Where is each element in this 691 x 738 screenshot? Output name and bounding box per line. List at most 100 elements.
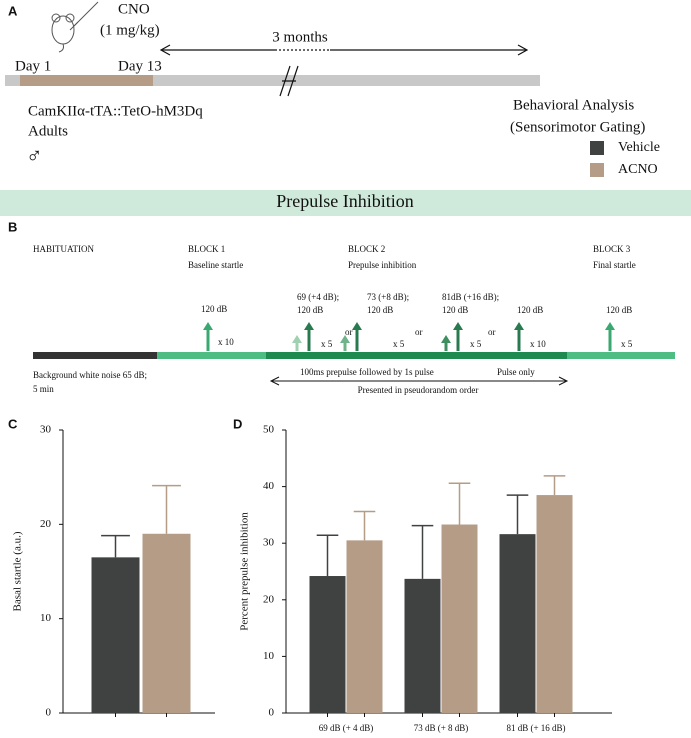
repeat-label: x 5 xyxy=(393,339,405,349)
block-bar xyxy=(266,352,567,359)
pulse-label: 120 dB xyxy=(367,305,393,315)
arrow-shaft xyxy=(608,328,612,351)
pulse-label: 120 dB xyxy=(442,305,468,315)
treatment-period xyxy=(20,75,153,86)
legend-label: ACNO xyxy=(618,162,658,177)
background-note: Background white noise 65 dB; xyxy=(33,370,147,380)
arrow-head xyxy=(605,322,615,330)
prepulse-label: 81dB (+16 dB); xyxy=(442,292,499,302)
legend-swatch xyxy=(590,141,604,155)
y-tick-label: 20 xyxy=(263,593,275,605)
bar xyxy=(441,524,478,713)
arrow-head xyxy=(340,335,350,343)
arrow-head xyxy=(304,322,314,330)
arrow-shaft xyxy=(355,328,359,351)
panel-label: B xyxy=(8,219,17,234)
repeat-label: x 10 xyxy=(530,339,546,349)
day-end: Day 13 xyxy=(118,58,162,74)
timeline xyxy=(5,75,540,86)
panel-label: D xyxy=(233,416,242,431)
y-tick-label: 10 xyxy=(263,650,275,662)
legend-label: Vehicle xyxy=(618,140,660,155)
bar xyxy=(404,578,441,713)
pulse-note: Pulse only xyxy=(497,367,535,377)
arrow-shaft xyxy=(456,328,460,351)
bar xyxy=(536,495,573,713)
separator: or xyxy=(488,327,496,337)
block-title: BLOCK 1 xyxy=(188,244,225,254)
block-subtitle: Final startle xyxy=(593,260,636,270)
y-tick-label: 40 xyxy=(263,480,275,492)
age: Adults xyxy=(28,123,68,139)
repeat-label: x 5 xyxy=(621,339,633,349)
habituation-bar xyxy=(33,352,157,359)
block-subtitle: Baseline startle xyxy=(188,260,243,270)
legend-swatch xyxy=(590,163,604,177)
interval: 3 months xyxy=(272,29,328,45)
repeat-label: x 5 xyxy=(321,339,333,349)
x-tick-label: 69 dB (+ 4 dB) xyxy=(319,723,374,733)
block-title: BLOCK 2 xyxy=(348,244,385,254)
x-tick-label: 73 dB (+ 8 dB) xyxy=(414,723,469,733)
bar xyxy=(91,557,140,713)
bar xyxy=(499,534,536,713)
arrow-shaft xyxy=(517,328,521,351)
pulse-label: 120 dB xyxy=(517,305,543,315)
arrow-head xyxy=(203,322,213,330)
y-tick-label: 30 xyxy=(263,537,275,549)
interval-arrow xyxy=(159,44,529,56)
arrow-head xyxy=(292,335,302,343)
y-tick-label: 30 xyxy=(40,424,52,436)
analysis: Behavioral Analysis xyxy=(513,97,634,113)
y-tick-label: 0 xyxy=(46,707,52,719)
bar xyxy=(346,540,383,713)
background-note: 5 min xyxy=(33,384,54,394)
time-break xyxy=(279,65,299,97)
arrow-shaft xyxy=(307,328,311,351)
arrow-head xyxy=(352,322,362,330)
mouse-icon xyxy=(51,1,99,53)
prepulse-note: 100ms prepulse followed by 1s pulse xyxy=(300,367,434,377)
arrow-shaft xyxy=(444,341,448,351)
x-tick-label: 81 dB (+ 16 dB) xyxy=(506,723,565,733)
repeat-label: x 5 xyxy=(470,339,482,349)
stimulus-arrows xyxy=(203,322,615,351)
repeat-label: x 10 xyxy=(218,337,234,347)
block-title: BLOCK 3 xyxy=(593,244,631,254)
arrow-head xyxy=(453,322,463,330)
arrow-shaft xyxy=(206,328,210,351)
dose: (1 mg/kg) xyxy=(100,22,160,38)
bar xyxy=(142,533,191,713)
y-axis-label: Basal startle (a.u.) xyxy=(12,531,24,611)
legend: Vehicle ACNO xyxy=(590,140,660,177)
banner-title: Prepulse Inhibition xyxy=(276,191,414,211)
y-tick-label: 20 xyxy=(40,518,52,530)
drug: CNO xyxy=(118,1,150,17)
panel-label: A xyxy=(8,3,18,18)
arrow-shaft xyxy=(295,341,299,351)
separator: or xyxy=(345,327,353,337)
order-note: Presented in pseudorandom order xyxy=(358,385,479,395)
pulse-label: 120 dB xyxy=(297,305,323,315)
pulse-label: 120 dB xyxy=(606,305,632,315)
prepulse-label: 69 (+4 dB); xyxy=(297,292,339,302)
block-bar xyxy=(567,352,675,359)
panel-label: C xyxy=(8,416,18,431)
genotype: CamKIIα-tTA::TetO-hM3Dq xyxy=(28,103,203,119)
arrow-head xyxy=(441,335,451,343)
y-axis-label: Percent prepulse inhibition xyxy=(239,512,251,631)
day-start: Day 1 xyxy=(15,58,51,74)
habituation: HABITUATION xyxy=(33,244,94,254)
arrow-head xyxy=(514,322,524,330)
separator: or xyxy=(415,327,423,337)
y-tick-label: 10 xyxy=(40,612,52,624)
order-arrow xyxy=(269,376,569,386)
prepulse-label: 73 (+8 dB); xyxy=(367,292,409,302)
y-tick-label: 0 xyxy=(269,707,275,719)
block-bar xyxy=(157,352,266,359)
bar xyxy=(309,576,346,713)
sex: ♂ xyxy=(26,143,43,168)
banner xyxy=(0,190,691,216)
arrow-shaft xyxy=(343,341,347,351)
